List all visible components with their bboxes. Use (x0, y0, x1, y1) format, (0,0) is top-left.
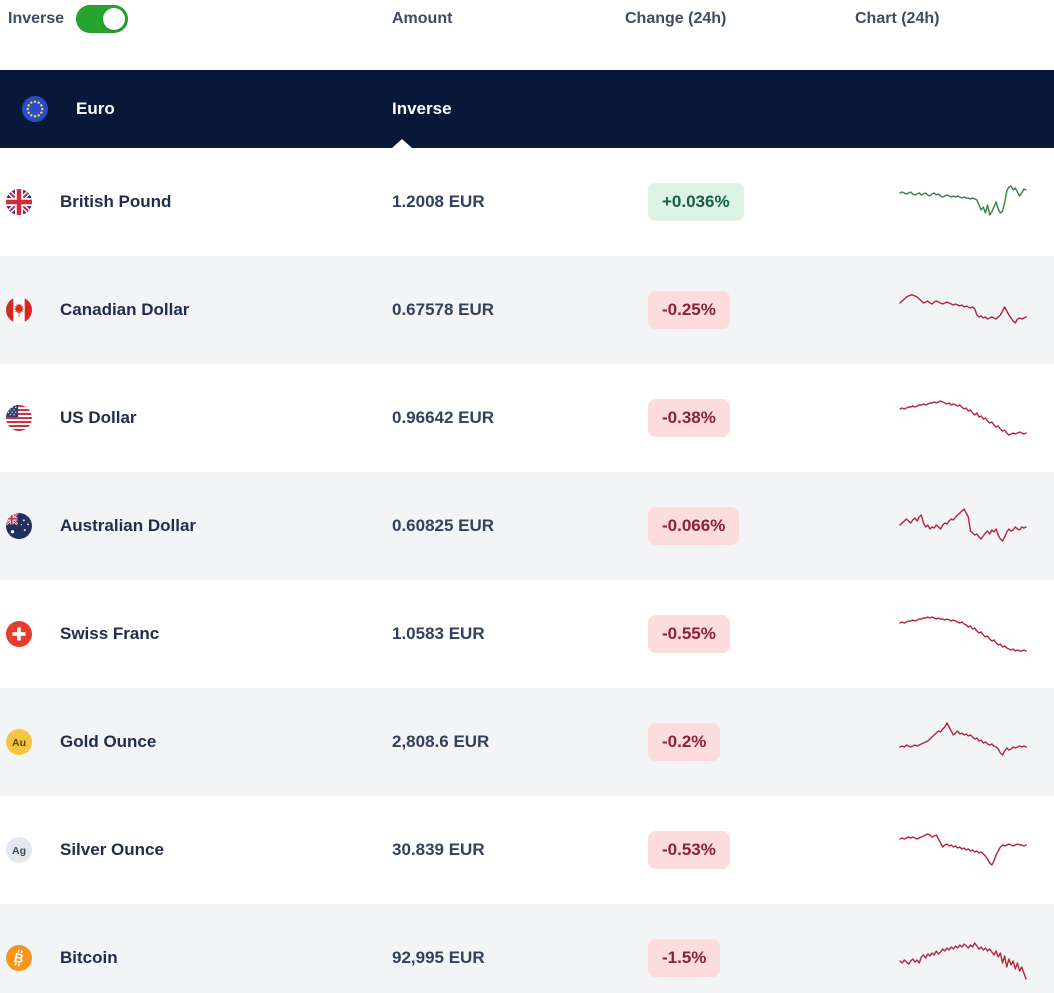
amount-value: 92,995 EUR (392, 948, 485, 967)
currency-name: Silver Ounce (60, 840, 164, 859)
svg-text:Ag: Ag (12, 845, 26, 857)
amount-value: 1.0583 EUR (392, 624, 485, 643)
currency-name: US Dollar (60, 408, 137, 427)
currency-row[interactable]: Au Gold Ounce 2,808.6 EUR -0.2% (0, 688, 1054, 796)
amount-value: 30.839 EUR (392, 840, 485, 859)
sparkline-chart (899, 400, 1027, 436)
amount-value: 0.96642 EUR (392, 408, 495, 427)
base-currency-name: Euro (76, 99, 115, 118)
sparkline-chart (899, 185, 1027, 216)
table-header-bar: Inverse Amount Change (24h) Chart (24h) (0, 0, 1054, 70)
base-row-inverse-label: Inverse (392, 99, 452, 118)
australia-flag-icon (6, 513, 32, 539)
change-badge: -0.2% (648, 723, 721, 761)
svg-text:B: B (13, 950, 26, 967)
sparkline-chart (899, 294, 1027, 324)
amount-value: 1.2008 EUR (392, 192, 485, 211)
change-badge: -0.38% (648, 399, 730, 437)
currency-name: British Pound (60, 192, 172, 211)
inverse-toggle[interactable] (76, 5, 129, 33)
amount-value: 0.67578 EUR (392, 300, 495, 319)
inverse-toggle-label: Inverse (8, 10, 65, 27)
sparkline-chart (899, 722, 1027, 756)
currency-row[interactable]: Swiss Franc 1.0583 EUR -0.55% (0, 580, 1054, 688)
currency-row[interactable]: B Bitcoin 92,995 EUR -1.5% (0, 904, 1054, 993)
sparkline-chart (899, 508, 1027, 542)
currency-row[interactable]: Canadian Dollar 0.67578 EUR -0.25% (0, 256, 1054, 364)
change-badge: -0.25% (648, 291, 730, 329)
change-badge: +0.036% (648, 183, 744, 221)
currency-row[interactable]: Australian Dollar 0.60825 EUR -0.066% (0, 472, 1054, 580)
change-badge: -0.55% (648, 615, 730, 653)
sparkline-chart (899, 833, 1027, 866)
currency-name: Bitcoin (60, 948, 118, 967)
switzerland-flag-icon (6, 621, 32, 647)
sparkline-chart (899, 616, 1027, 652)
currency-rows: British Pound 1.2008 EUR +0.036% Canadia… (0, 148, 1054, 993)
change-badge: -0.066% (648, 507, 740, 545)
canada-flag-icon (6, 297, 32, 323)
svg-text:Au: Au (12, 737, 26, 749)
base-currency-row: Euro Inverse (0, 70, 1054, 148)
uk-flag-icon (6, 189, 32, 215)
eu-flag-icon (22, 96, 48, 122)
amount-value: 0.60825 EUR (392, 516, 495, 535)
change-badge: -1.5% (648, 939, 721, 977)
column-header-change: Change (24h) (625, 10, 727, 27)
column-header-amount: Amount (392, 10, 453, 27)
change-badge: -0.53% (648, 831, 730, 869)
gold-icon: Au (6, 729, 32, 755)
amount-value: 2,808.6 EUR (392, 732, 490, 751)
us-flag-icon (6, 405, 32, 431)
currency-row[interactable]: British Pound 1.2008 EUR +0.036% (0, 148, 1054, 256)
currency-name: Canadian Dollar (60, 300, 190, 319)
sparkline-chart (899, 942, 1027, 980)
currency-name: Gold Ounce (60, 732, 157, 751)
currency-row[interactable]: Ag Silver Ounce 30.839 EUR -0.53% (0, 796, 1054, 904)
caret-up-icon (392, 139, 412, 148)
currency-name: Australian Dollar (60, 516, 197, 535)
currency-row[interactable]: US Dollar 0.96642 EUR -0.38% (0, 364, 1054, 472)
bitcoin-icon: B (6, 945, 32, 971)
column-header-chart: Chart (24h) (855, 10, 940, 27)
toggle-knob-icon (103, 8, 126, 30)
silver-icon: Ag (6, 837, 32, 863)
currency-name: Swiss Franc (60, 624, 160, 643)
